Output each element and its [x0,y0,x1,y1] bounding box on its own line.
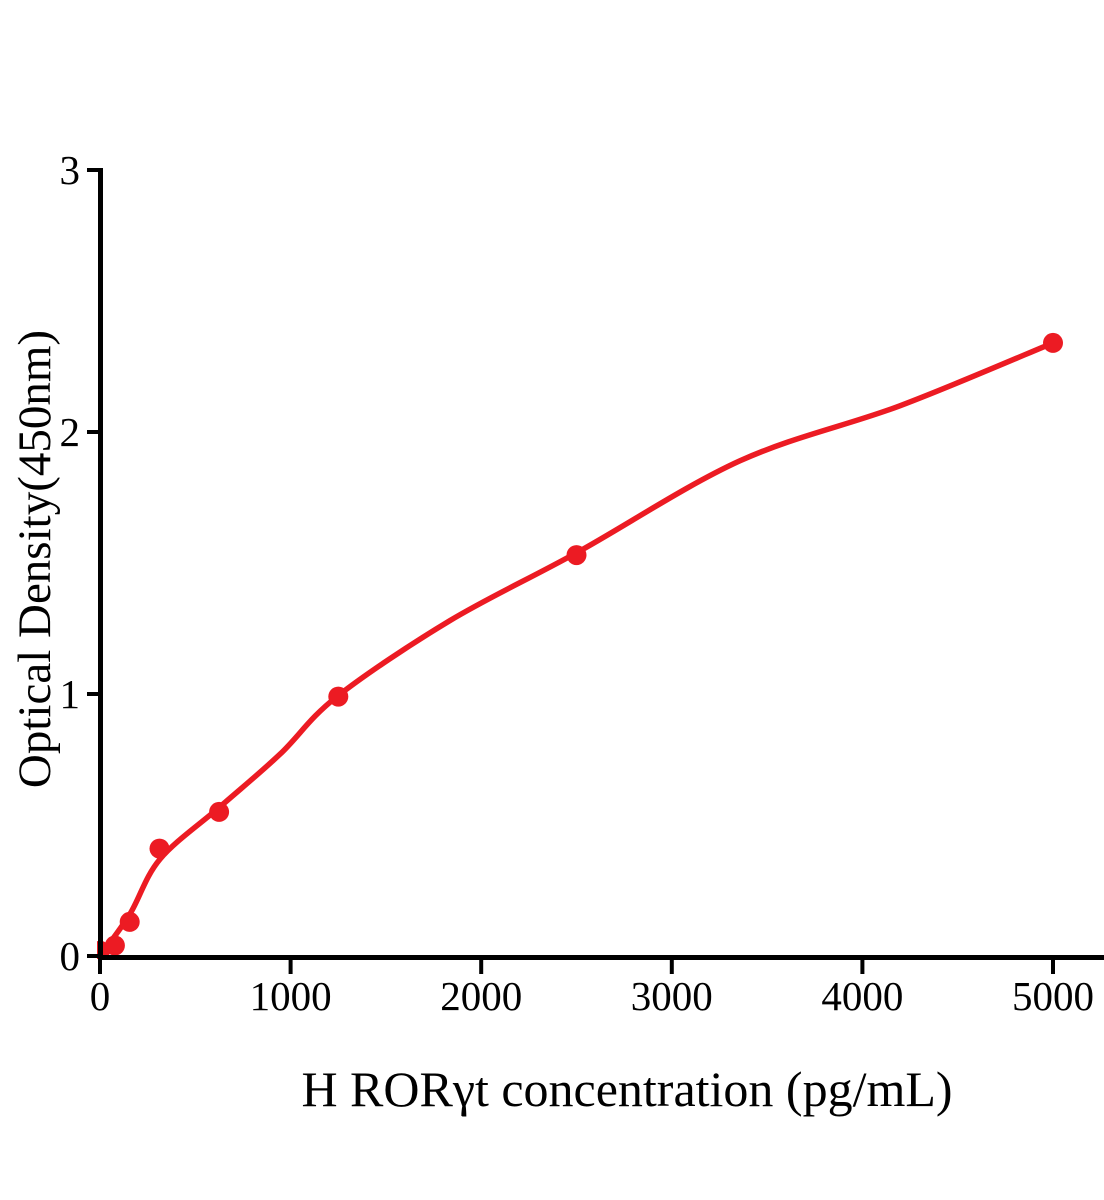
x-tick-label: 4000 [821,973,903,1019]
data-point [328,686,349,707]
x-tick-label: 0 [90,973,111,1019]
data-points [97,332,1063,959]
y-axis-ticks [87,168,99,958]
data-point [104,935,125,956]
y-tick-label: 1 [60,671,81,717]
data-point [1043,332,1063,353]
y-tick-label: 3 [60,147,81,193]
data-point [566,545,587,566]
y-tick-label: 0 [60,933,81,979]
x-tick-label: 1000 [250,973,332,1019]
y-tick-label: 2 [60,409,81,455]
y-axis-title: Optical Density(450nm) [9,330,61,788]
data-point [209,801,230,822]
x-axis-ticks [98,959,1055,974]
x-axis-tick-labels: 0 1000 2000 3000 4000 5000 [90,973,1094,1019]
x-axis-title: H RORγt concentration (pg/mL) [301,1061,952,1117]
data-point [119,911,140,932]
x-tick-label: 5000 [1012,973,1094,1019]
data-point [149,838,170,859]
x-tick-label: 2000 [440,973,522,1019]
fit-curve-line [97,340,1056,959]
y-axis-tick-labels: 0 1 2 3 [60,147,81,979]
x-tick-label: 3000 [631,973,713,1019]
